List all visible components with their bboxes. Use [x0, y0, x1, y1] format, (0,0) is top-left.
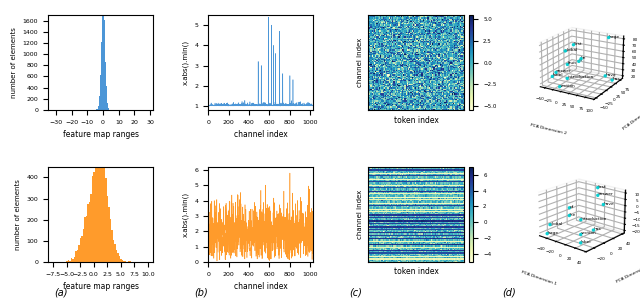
Bar	[105, 178, 107, 262]
Bar	[68, 260, 69, 262]
Text: (a): (a)	[54, 288, 68, 298]
Bar	[97, 106, 99, 110]
Bar	[124, 261, 125, 262]
Bar	[118, 256, 120, 262]
Bar	[129, 261, 131, 262]
Y-axis label: number of elements: number of elements	[15, 179, 21, 250]
Y-axis label: channel index: channel index	[356, 190, 363, 239]
Bar	[84, 217, 86, 262]
Bar	[122, 259, 124, 262]
Text: (d): (d)	[502, 288, 516, 298]
Bar	[128, 261, 129, 262]
Bar	[99, 96, 100, 110]
Bar	[102, 0, 103, 110]
Bar	[100, 152, 102, 262]
Bar	[88, 202, 90, 262]
Bar	[98, 154, 99, 262]
Bar	[113, 240, 114, 262]
Bar	[90, 194, 92, 262]
Text: (c): (c)	[349, 288, 362, 298]
Bar	[111, 231, 113, 262]
Bar	[106, 85, 107, 110]
X-axis label: feature map ranges: feature map ranges	[63, 282, 139, 291]
Bar	[86, 216, 87, 262]
Bar	[81, 236, 83, 262]
Bar	[107, 196, 108, 262]
X-axis label: PCA Dimension 2: PCA Dimension 2	[530, 123, 567, 135]
Bar	[107, 103, 108, 110]
Bar	[104, 168, 105, 262]
Bar	[69, 261, 70, 262]
Bar	[70, 259, 72, 262]
X-axis label: feature map ranges: feature map ranges	[63, 130, 139, 139]
X-axis label: token index: token index	[394, 116, 439, 125]
Bar	[75, 251, 77, 262]
Bar	[109, 219, 111, 262]
Bar	[103, 0, 104, 110]
Bar	[114, 244, 116, 262]
Bar	[79, 238, 81, 262]
Bar	[104, 20, 105, 110]
Bar	[96, 150, 98, 262]
Bar	[120, 259, 122, 262]
Bar	[116, 250, 117, 262]
Bar	[117, 253, 118, 262]
X-axis label: PCA Dimension 1: PCA Dimension 1	[521, 270, 557, 286]
Bar	[95, 155, 96, 262]
Bar	[72, 259, 74, 262]
Bar	[99, 150, 100, 262]
Bar	[102, 160, 104, 262]
Bar	[77, 250, 78, 262]
Y-axis label: PCA Dimension 1: PCA Dimension 1	[622, 105, 640, 131]
Bar	[105, 61, 106, 110]
Bar	[78, 245, 79, 262]
X-axis label: channel index: channel index	[234, 282, 287, 291]
Text: (b): (b)	[195, 288, 209, 298]
Y-axis label: x.abs().min(): x.abs().min()	[182, 40, 189, 85]
Y-axis label: x.abs().min(): x.abs().min()	[182, 192, 189, 237]
Bar	[108, 206, 109, 262]
Bar	[74, 257, 75, 262]
Bar	[87, 204, 88, 262]
X-axis label: token index: token index	[394, 267, 439, 276]
Bar	[93, 172, 95, 262]
Bar	[92, 175, 93, 262]
X-axis label: channel index: channel index	[234, 130, 287, 139]
Y-axis label: number of elements: number of elements	[11, 27, 17, 98]
Bar	[108, 108, 109, 110]
Y-axis label: PCA Dimension 2: PCA Dimension 2	[615, 264, 640, 284]
Y-axis label: channel index: channel index	[356, 38, 363, 87]
Bar	[100, 42, 102, 110]
Bar	[83, 229, 84, 262]
